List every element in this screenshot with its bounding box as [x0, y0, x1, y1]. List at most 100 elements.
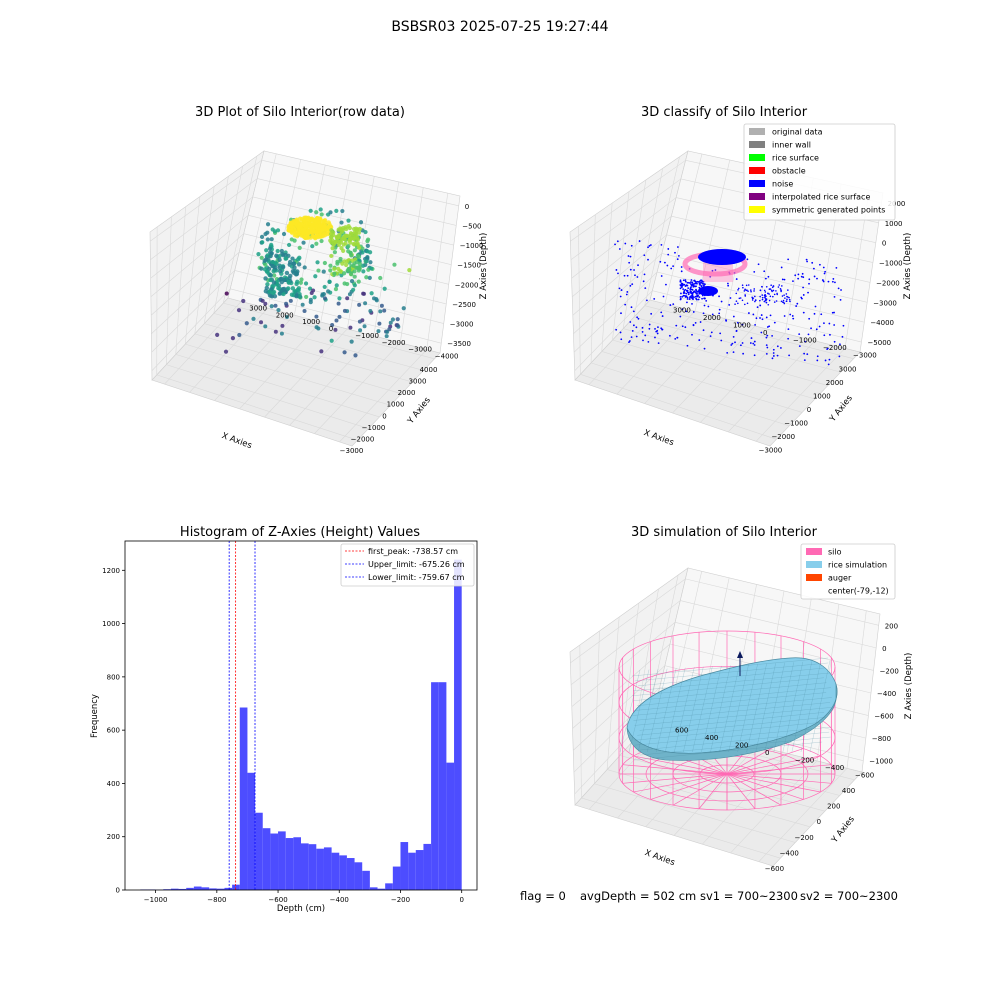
y-tick-label: 800	[107, 673, 120, 681]
data-point	[301, 230, 306, 236]
noise-point	[690, 284, 693, 287]
legend-label: interpolated rice surface	[772, 193, 870, 202]
noise-point	[787, 258, 790, 261]
noise-point	[655, 330, 658, 333]
legend-swatch	[749, 154, 765, 161]
noise-point	[806, 260, 809, 263]
grid-line	[671, 215, 874, 263]
rice-mesh-line	[656, 668, 677, 753]
x-tick-label: 400	[842, 787, 855, 795]
noise-point	[634, 274, 636, 277]
noise-point	[665, 283, 667, 286]
noise-point	[679, 295, 682, 298]
data-point	[358, 220, 364, 225]
simulation-plot-y-ticks: −600 −400 −200 0 200 400 600	[675, 727, 874, 780]
data-point	[361, 291, 366, 296]
noise-point	[770, 289, 773, 292]
data-point	[314, 314, 319, 319]
y-tick-label: −4000	[435, 353, 459, 361]
histogram-bar	[178, 888, 187, 890]
x-tick-label: −400	[780, 850, 799, 858]
noise-point	[729, 297, 732, 299]
noise-point	[643, 254, 646, 257]
grid-line	[644, 156, 680, 306]
histogram-bar	[247, 772, 256, 890]
data-point	[356, 279, 361, 284]
data-point	[365, 249, 370, 254]
grid-line	[194, 186, 215, 334]
y-tick-label: 2000	[276, 311, 294, 319]
legend-label: auger	[828, 574, 852, 583]
noise-point	[648, 323, 651, 326]
noise-point	[772, 348, 775, 351]
noise-point	[647, 340, 650, 343]
noise-point	[633, 269, 635, 271]
noise-point	[788, 296, 790, 299]
noise-point	[834, 281, 836, 284]
grid-line	[151, 251, 240, 334]
noise-point	[769, 295, 772, 298]
noise-point	[808, 317, 811, 320]
z-tick-label: −1500	[457, 262, 481, 270]
data-point	[259, 266, 264, 271]
noise-point	[643, 273, 646, 276]
histogram-bar	[278, 831, 286, 890]
data-point	[353, 353, 358, 358]
noise-point	[690, 290, 692, 293]
noise-point	[686, 296, 689, 299]
data-point	[265, 269, 270, 274]
rice-mesh-line	[737, 664, 758, 753]
data-point	[369, 266, 374, 271]
classified-plot-z-label: Z Axies (Depth)	[903, 233, 913, 300]
data-point	[280, 323, 285, 328]
noise-point	[792, 317, 795, 320]
noise-point	[686, 298, 689, 300]
data-point	[382, 308, 387, 313]
noise-point	[753, 354, 756, 357]
noise-point	[767, 303, 770, 306]
noise-point	[626, 291, 629, 293]
noise-point	[745, 284, 748, 287]
grid-line	[673, 745, 758, 836]
y-tick-label: −200	[795, 756, 814, 764]
data-point	[301, 240, 306, 245]
noise-point	[688, 296, 691, 299]
histogram-bar	[216, 888, 225, 890]
noise-point	[828, 322, 831, 325]
z-tick-label: 0	[882, 645, 886, 653]
legend-label: noise	[772, 180, 793, 189]
raw-plot-z-label: Z Axies (Depth)	[479, 233, 489, 300]
data-point	[334, 208, 339, 213]
noise-point	[803, 359, 806, 362]
grid-line	[175, 354, 380, 418]
data-point	[341, 226, 346, 231]
rice-mesh-line	[746, 663, 767, 753]
noise-point	[841, 335, 844, 338]
noise-point	[718, 308, 721, 311]
legend-swatch	[749, 206, 765, 213]
noise-point	[820, 313, 823, 316]
noise-point	[699, 321, 702, 323]
noise-point	[744, 303, 746, 306]
noise-point	[752, 313, 755, 316]
noise-point	[666, 264, 669, 267]
histogram-bar	[331, 852, 340, 890]
data-point	[302, 308, 307, 313]
histogram-bar	[255, 812, 263, 890]
data-point	[303, 235, 308, 241]
data-point	[300, 302, 305, 307]
rice-mesh-line	[728, 664, 749, 753]
noise-point	[620, 312, 622, 315]
grid-line	[373, 181, 400, 336]
status-info-line: flag = 0 avgDepth = 502 cm sv1 = 700~230…	[520, 889, 898, 903]
data-point	[286, 279, 291, 285]
histogram-bar	[232, 884, 240, 890]
noise-point	[642, 339, 644, 342]
data-point	[321, 292, 326, 297]
histogram-bar	[423, 843, 432, 890]
legend-label: Lower_limit: -759.67 cm	[368, 573, 465, 582]
legend-label: inner wall	[772, 141, 811, 150]
noise-point	[686, 301, 688, 304]
noise-point	[753, 340, 756, 343]
